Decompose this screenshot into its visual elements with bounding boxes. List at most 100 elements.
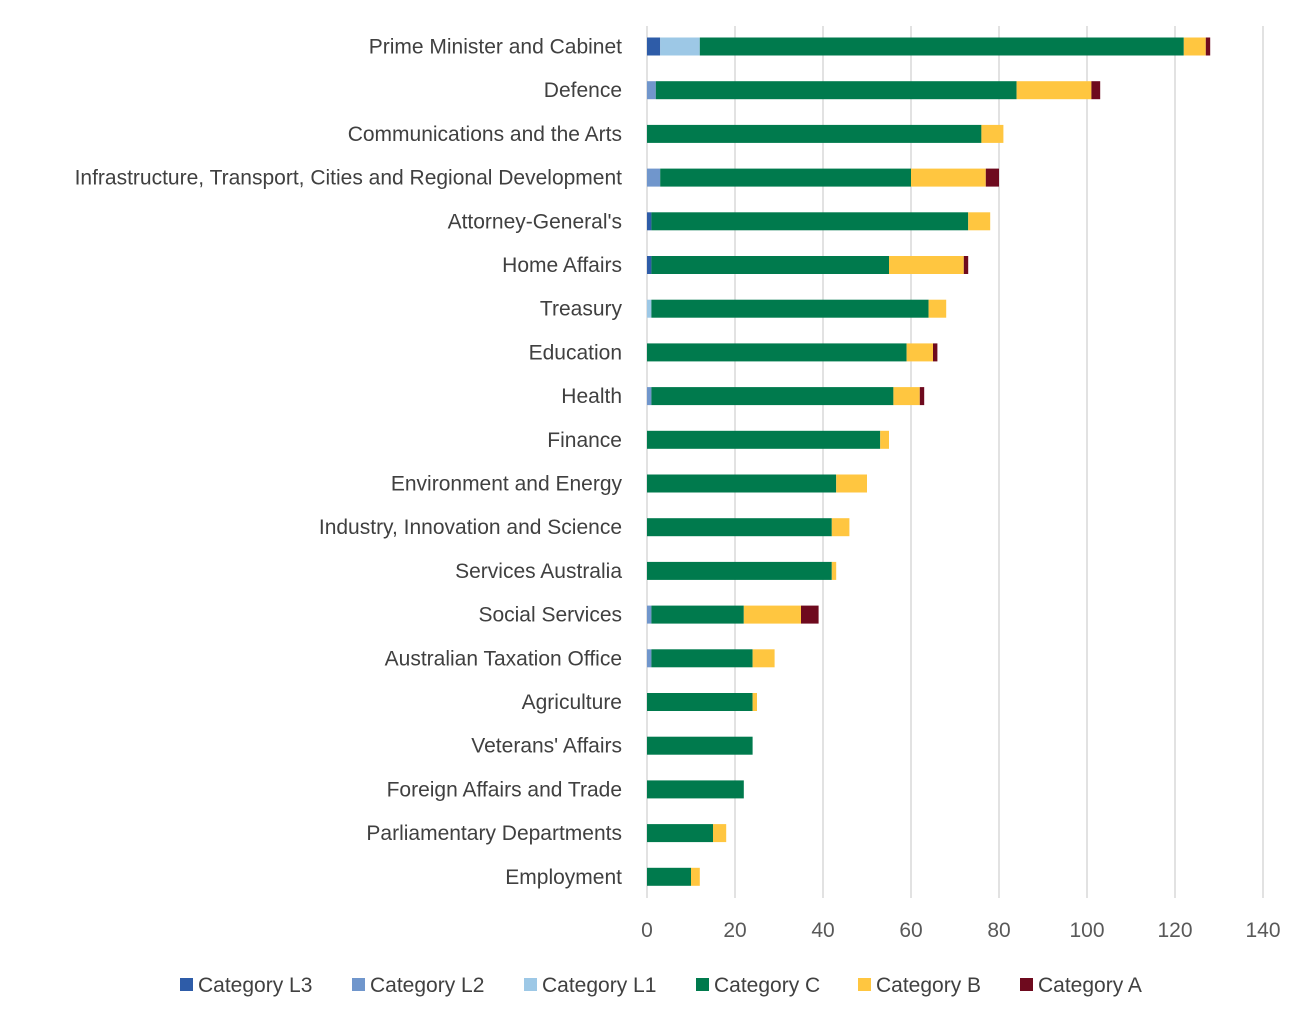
category-label-12: Industry, Innovation and Science [319, 516, 622, 539]
bar-segment-9-category-l2 [647, 387, 652, 406]
bar-segment-13-category-b [831, 561, 837, 580]
bar-segment-4-category-a [985, 168, 999, 187]
category-label-10: Finance [547, 429, 622, 452]
bar-segment-14-category-c [651, 605, 744, 624]
bar-segment-10-category-c [647, 430, 881, 449]
bar-segment-12-category-b [831, 518, 850, 537]
category-label-9: Health [561, 385, 622, 408]
bar-segment-1-category-a [1205, 37, 1211, 56]
bar-segment-4-category-c [660, 168, 911, 187]
bar-segment-1-category-l3 [647, 37, 661, 56]
bar-segment-11-category-c [647, 474, 837, 493]
category-label-13: Services Australia [455, 560, 622, 583]
x-tick-label-100: 100 [1069, 919, 1104, 942]
category-label-14: Social Services [478, 604, 622, 627]
category-label-20: Employment [505, 866, 622, 889]
x-tick-label-120: 120 [1157, 919, 1192, 942]
bar-segment-8-category-b [906, 343, 933, 362]
bar-segment-1-category-l1 [660, 37, 700, 56]
legend-label-category-c: Category C [714, 974, 820, 997]
category-label-11: Environment and Energy [391, 473, 623, 496]
bar-segment-5-category-b [968, 212, 991, 231]
bar-segment-15-category-b [752, 649, 775, 668]
bar-segment-8-category-a [933, 343, 938, 362]
bar-segment-6-category-b [889, 256, 964, 274]
category-label-6: Home Affairs [502, 254, 622, 277]
bar-segment-2-category-b [1016, 81, 1092, 100]
legend-label-category-l2: Category L2 [370, 974, 484, 997]
bar-segment-13-category-c [647, 561, 832, 580]
legend-label-category-a: Category A [1038, 974, 1142, 997]
bar-segment-15-category-l2 [647, 649, 652, 668]
bar-segment-19-category-c [647, 824, 713, 843]
category-label-19: Parliamentary Departments [366, 822, 622, 845]
bars [647, 37, 1211, 886]
bar-segment-7-category-b [928, 299, 947, 318]
legend: Category L3 Category L2 Category L1 Categor… [180, 974, 1142, 997]
bar-segment-9-category-a [919, 387, 925, 406]
bar-segment-19-category-b [713, 824, 727, 843]
category-label-5: Attorney-General's [448, 210, 622, 233]
bar-segment-6-category-c [651, 256, 889, 274]
legend-swatch-category-b [858, 978, 871, 991]
bar-segment-6-category-a [963, 256, 969, 274]
legend-swatch-category-l3 [180, 978, 193, 991]
bar-segment-11-category-b [836, 474, 867, 493]
bar-segment-9-category-b [893, 387, 920, 406]
bar-segment-17-category-c [647, 736, 753, 755]
bar-segment-15-category-c [651, 649, 753, 668]
category-label-1: Prime Minister and Cabinet [369, 36, 622, 59]
category-label-18: Foreign Affairs and Trade [387, 778, 622, 801]
category-label-2: Defence [544, 79, 622, 102]
bar-segment-7-category-l1 [647, 299, 652, 318]
category-label-3: Communications and the Arts [348, 123, 622, 146]
x-tick-label-140: 140 [1245, 919, 1280, 942]
bar-segment-2-category-l2 [647, 81, 656, 100]
bar-segment-14-category-a [801, 605, 819, 624]
category-label-8: Education [529, 341, 622, 364]
category-label-16: Agriculture [522, 691, 622, 714]
bar-segment-14-category-b [743, 605, 801, 624]
legend-swatch-category-l2 [352, 978, 365, 991]
bar-segment-2-category-c [655, 81, 1017, 100]
legend-label-category-l3: Category L3 [198, 974, 312, 997]
category-label-7: Treasury [540, 298, 623, 321]
bar-segment-3-category-c [647, 124, 982, 143]
legend-label-category-l1: Category L1 [542, 974, 656, 997]
bar-segment-5-category-l3 [647, 212, 652, 231]
bar-segment-12-category-c [647, 518, 832, 537]
x-tick-label-0: 0 [641, 919, 653, 942]
bar-segment-1-category-c [699, 37, 1184, 56]
bar-segment-2-category-a [1091, 81, 1101, 100]
bar-segment-16-category-c [647, 693, 753, 711]
bar-segment-9-category-c [651, 387, 894, 406]
legend-label-category-b: Category B [876, 974, 981, 997]
x-axis-ticks: 0 20 40 60 80 100 120 140 [641, 919, 1280, 942]
legend-swatch-category-l1 [524, 978, 537, 991]
bar-segment-8-category-c [647, 343, 907, 362]
category-label-4: Infrastructure, Transport, Cities and Re… [75, 167, 623, 190]
category-label-15: Australian Taxation Office [385, 647, 622, 670]
x-tick-label-60: 60 [899, 919, 922, 942]
x-tick-label-40: 40 [811, 919, 834, 942]
category-labels: Prime Minister and Cabinet Defence Communi… [75, 36, 623, 889]
bar-segment-6-category-l3 [647, 256, 652, 274]
bar-segment-3-category-b [981, 124, 1004, 143]
bar-segment-10-category-b [880, 430, 889, 449]
bar-segment-20-category-b [691, 867, 700, 886]
x-tick-label-20: 20 [723, 919, 746, 942]
legend-swatch-category-c [696, 978, 709, 991]
bar-segment-4-category-b [911, 168, 986, 187]
gridlines [646, 26, 1264, 898]
bar-segment-16-category-b [752, 693, 757, 711]
bar-segment-1-category-b [1183, 37, 1206, 56]
bar-segment-4-category-l2 [647, 168, 661, 187]
bar-segment-18-category-c [647, 780, 744, 799]
category-label-17: Veterans' Affairs [471, 735, 622, 758]
bar-segment-5-category-c [651, 212, 969, 231]
bar-segment-20-category-c [647, 867, 691, 886]
bar-segment-14-category-l2 [647, 605, 652, 624]
legend-swatch-category-a [1020, 978, 1033, 991]
bar-segment-7-category-c [651, 299, 929, 318]
